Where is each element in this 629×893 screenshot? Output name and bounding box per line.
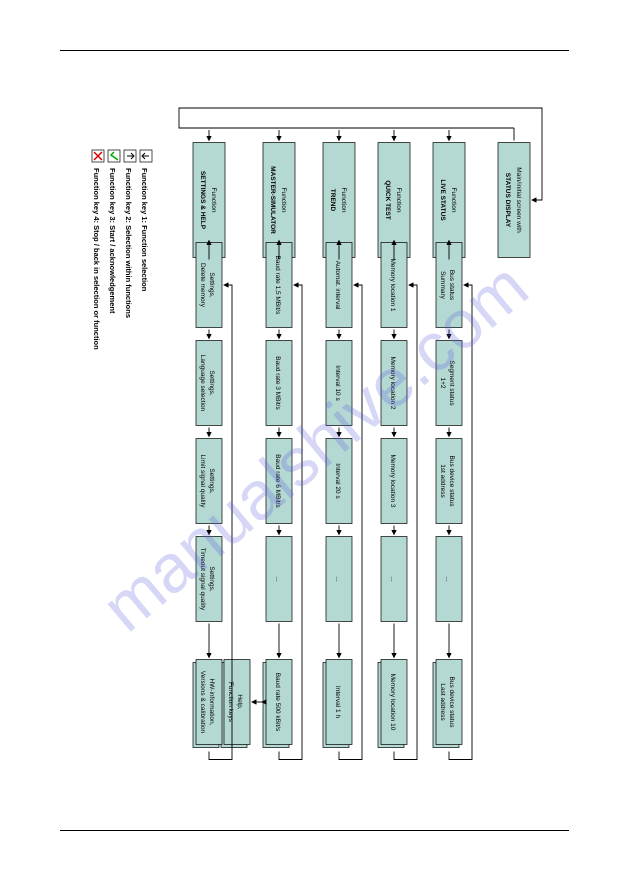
item-node: ... bbox=[381, 537, 407, 622]
legend: Function key 1: Function selection Functi… bbox=[92, 150, 152, 350]
svg-text:Memory location 2: Memory location 2 bbox=[389, 356, 396, 409]
header-node: Function SETTINGS & HELP bbox=[193, 143, 225, 258]
item-node: Interval 10 s bbox=[326, 341, 352, 426]
item-node: Settings,Limit signal quality bbox=[196, 439, 222, 524]
svg-text:...: ... bbox=[334, 576, 341, 582]
item-node: Interval 1 h bbox=[323, 660, 352, 748]
svg-text:Settings,: Settings, bbox=[208, 468, 215, 493]
svg-text:Baud rate 3 MBit/s: Baud rate 3 MBit/s bbox=[274, 356, 281, 410]
flowchart: Main/initial screen with STATUS DISPLAY Fu… bbox=[60, 90, 569, 810]
svg-text:1st address: 1st address bbox=[439, 464, 446, 498]
svg-text:Timeout signal quality: Timeout signal quality bbox=[199, 548, 206, 611]
header-node: Function QUICK TEST bbox=[378, 143, 410, 258]
svg-text:Memory location 3: Memory location 3 bbox=[389, 454, 396, 507]
svg-text:Function key 3: Start / acknow: Function key 3: Start / acknowledgement bbox=[108, 168, 117, 314]
svg-text:Baud rate 500 kBit/s: Baud rate 500 kBit/s bbox=[274, 673, 281, 732]
svg-text:STATUS DISPLAY: STATUS DISPLAY bbox=[504, 173, 511, 228]
svg-text:Baud rate 1,5 MBit/s: Baud rate 1,5 MBit/s bbox=[274, 256, 281, 316]
svg-text:Help,: Help, bbox=[236, 694, 243, 709]
item-node: Settings,Language selection bbox=[196, 341, 222, 426]
svg-text:Delete memory: Delete memory bbox=[199, 263, 206, 308]
item-node: Baud rate 6 MBit/s bbox=[266, 439, 292, 524]
svg-text:Function: Function bbox=[210, 188, 217, 213]
svg-text:...: ... bbox=[444, 576, 451, 582]
svg-text:QUICK TEST: QUICK TEST bbox=[384, 180, 391, 219]
bottom-rule bbox=[60, 830, 569, 831]
item-node: Segment status1+2 bbox=[436, 341, 462, 426]
svg-text:Function: Function bbox=[340, 188, 347, 213]
svg-text:Segment status: Segment status bbox=[448, 360, 455, 406]
svg-text:Function key 2: Selection with: Function key 2: Selection within functio… bbox=[124, 168, 133, 318]
header-node: Function LIVE STATUS bbox=[433, 143, 465, 258]
svg-text:LIVE STATUS: LIVE STATUS bbox=[439, 179, 446, 221]
svg-text:Bus device status: Bus device status bbox=[448, 677, 455, 729]
item-node: HW-information,Versions & calibration bbox=[193, 660, 222, 748]
item-node: Baud rate 500 kBit/s bbox=[263, 660, 292, 748]
item-node: Memory location 10 bbox=[378, 660, 407, 748]
header-node: Function TREND bbox=[323, 143, 355, 258]
svg-text:Bus status: Bus status bbox=[448, 270, 455, 301]
svg-text:Baud rate 6 MBit/s: Baud rate 6 MBit/s bbox=[274, 454, 281, 508]
svg-text:1+2: 1+2 bbox=[439, 377, 446, 388]
svg-text:Versions & calibration: Versions & calibration bbox=[199, 671, 206, 734]
item-node: Bus device status1st address bbox=[436, 439, 462, 524]
svg-text:Limit signal quality: Limit signal quality bbox=[199, 454, 206, 508]
svg-text:Bus device status: Bus device status bbox=[448, 456, 455, 508]
item-node: Memory location 3 bbox=[381, 439, 407, 524]
svg-text:Interval 10 s: Interval 10 s bbox=[334, 365, 341, 401]
svg-text:Settings,: Settings, bbox=[208, 370, 215, 395]
svg-text:...: ... bbox=[274, 576, 281, 582]
svg-text:Interval 20 s: Interval 20 s bbox=[334, 463, 341, 499]
svg-text:SETTINGS & HELP: SETTINGS & HELP bbox=[199, 171, 206, 230]
item-node: Bus device statusLast address bbox=[433, 660, 462, 748]
header-node: Main/initial screen with STATUS DISPLAY bbox=[498, 143, 530, 258]
svg-text:Function key 1: Function selec: Function key 1: Function selection bbox=[140, 168, 149, 292]
svg-text:Language selection: Language selection bbox=[199, 355, 206, 412]
svg-text:Function: Function bbox=[280, 188, 287, 213]
item-node: Memory location 2 bbox=[381, 341, 407, 426]
item-node: Settings,Timeout signal quality bbox=[196, 537, 222, 622]
svg-text:HW-information,: HW-information, bbox=[208, 679, 215, 726]
item-node: Help,Function keys bbox=[221, 660, 250, 748]
item-node: ... bbox=[326, 537, 352, 622]
svg-text:...: ... bbox=[389, 576, 396, 582]
top-rule bbox=[60, 50, 569, 51]
item-node: Baud rate 3 MBit/s bbox=[266, 341, 292, 426]
svg-text:Memory location 1: Memory location 1 bbox=[389, 258, 396, 311]
svg-text:Memory location 10: Memory location 10 bbox=[389, 674, 396, 731]
svg-text:Main/initial screen with: Main/initial screen with bbox=[515, 167, 522, 233]
svg-text:Function key 4: Stop / back in: Function key 4: Stop / back in selection… bbox=[92, 168, 101, 350]
svg-text:MASTER-SIMULATOR: MASTER-SIMULATOR bbox=[269, 166, 276, 234]
svg-text:Function: Function bbox=[395, 188, 402, 213]
svg-text:Settings,: Settings, bbox=[208, 272, 215, 297]
svg-text:Interval 1 h: Interval 1 h bbox=[334, 686, 341, 719]
svg-text:Last address: Last address bbox=[439, 683, 446, 721]
svg-text:Summary: Summary bbox=[439, 271, 446, 300]
svg-text:Function: Function bbox=[450, 188, 457, 213]
svg-text:Settings,: Settings, bbox=[208, 566, 215, 591]
header-node: Function MASTER-SIMULATOR bbox=[263, 143, 295, 258]
item-node: ... bbox=[266, 537, 292, 622]
item-node: ... bbox=[436, 537, 462, 622]
svg-text:Automat. interval: Automat. interval bbox=[334, 261, 341, 310]
svg-text:Function keys: Function keys bbox=[227, 682, 234, 723]
svg-text:TREND: TREND bbox=[329, 189, 336, 212]
item-node: Interval 20 s bbox=[326, 439, 352, 524]
